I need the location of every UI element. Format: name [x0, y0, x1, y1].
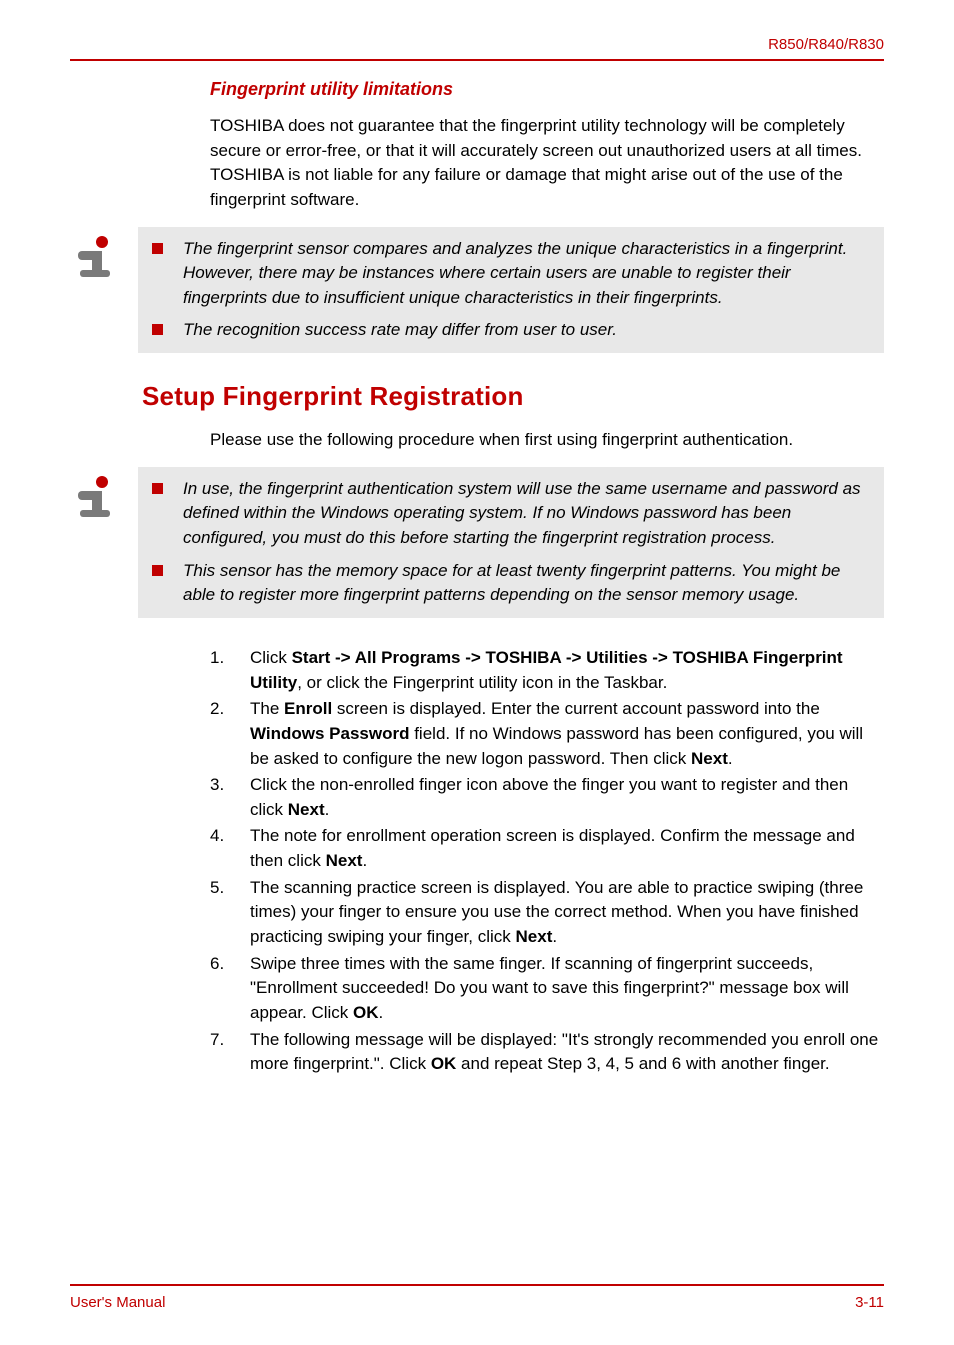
step-number: 6. [210, 952, 250, 1026]
page-container: R850/R840/R830 Fingerprint utility limit… [0, 0, 954, 1077]
header-model: R850/R840/R830 [70, 36, 884, 53]
steps-list: 1. Click Start -> All Programs -> TOSHIB… [70, 646, 884, 1077]
paragraph-setup: Please use the following procedure when … [210, 428, 884, 453]
step-text: Click Start -> All Programs -> TOSHIBA -… [250, 646, 884, 695]
bullet-icon [152, 324, 163, 335]
note-block-2: In use, the fingerprint authentication s… [70, 467, 884, 618]
section-setup-intro: Please use the following procedure when … [70, 428, 884, 453]
info-icon [70, 233, 116, 279]
step-text: The Enroll screen is displayed. Enter th… [250, 697, 884, 771]
note-item: This sensor has the memory space for at … [152, 559, 870, 608]
footer-page-number: 3-11 [855, 1294, 884, 1311]
note-block-1: The fingerprint sensor compares and anal… [70, 227, 884, 354]
note-text: In use, the fingerprint authentication s… [183, 477, 870, 551]
step-text: The scanning practice screen is displaye… [250, 876, 884, 950]
section-fingerprint-limitations: Fingerprint utility limitations TOSHIBA … [70, 79, 884, 213]
bullet-icon [152, 243, 163, 254]
note-icon-container [70, 467, 138, 524]
note-icon-container [70, 227, 138, 284]
note-item: The fingerprint sensor compares and anal… [152, 237, 870, 311]
section-heading-setup: Setup Fingerprint Registration [142, 381, 884, 412]
step-4: 4. The note for enrollment operation scr… [210, 824, 884, 873]
step-2: 2. The Enroll screen is displayed. Enter… [210, 697, 884, 771]
step-3: 3. Click the non-enrolled finger icon ab… [210, 773, 884, 822]
step-number: 3. [210, 773, 250, 822]
step-text: Click the non-enrolled finger icon above… [250, 773, 884, 822]
step-number: 7. [210, 1028, 250, 1077]
note-text: The fingerprint sensor compares and anal… [183, 237, 870, 311]
step-5: 5. The scanning practice screen is displ… [210, 876, 884, 950]
footer-left: User's Manual [70, 1294, 165, 1311]
step-number: 5. [210, 876, 250, 950]
step-number: 1. [210, 646, 250, 695]
step-text: The following message will be displayed:… [250, 1028, 884, 1077]
sub-heading-limitations: Fingerprint utility limitations [210, 79, 884, 100]
note-item: In use, the fingerprint authentication s… [152, 477, 870, 551]
note-text: This sensor has the memory space for at … [183, 559, 870, 608]
note-body-2: In use, the fingerprint authentication s… [138, 467, 884, 618]
footer: User's Manual 3-11 [70, 1284, 884, 1311]
bullet-icon [152, 483, 163, 494]
step-1: 1. Click Start -> All Programs -> TOSHIB… [210, 646, 884, 695]
step-number: 4. [210, 824, 250, 873]
bullet-icon [152, 565, 163, 576]
note-item: The recognition success rate may differ … [152, 318, 870, 343]
paragraph-limitations: TOSHIBA does not guarantee that the fing… [210, 114, 884, 213]
note-text: The recognition success rate may differ … [183, 318, 617, 343]
step-number: 2. [210, 697, 250, 771]
step-6: 6. Swipe three times with the same finge… [210, 952, 884, 1026]
note-body-1: The fingerprint sensor compares and anal… [138, 227, 884, 354]
step-text: The note for enrollment operation screen… [250, 824, 884, 873]
header-rule [70, 59, 884, 61]
footer-rule [70, 1284, 884, 1286]
step-text: Swipe three times with the same finger. … [250, 952, 884, 1026]
step-7: 7. The following message will be display… [210, 1028, 884, 1077]
info-icon [70, 473, 116, 519]
